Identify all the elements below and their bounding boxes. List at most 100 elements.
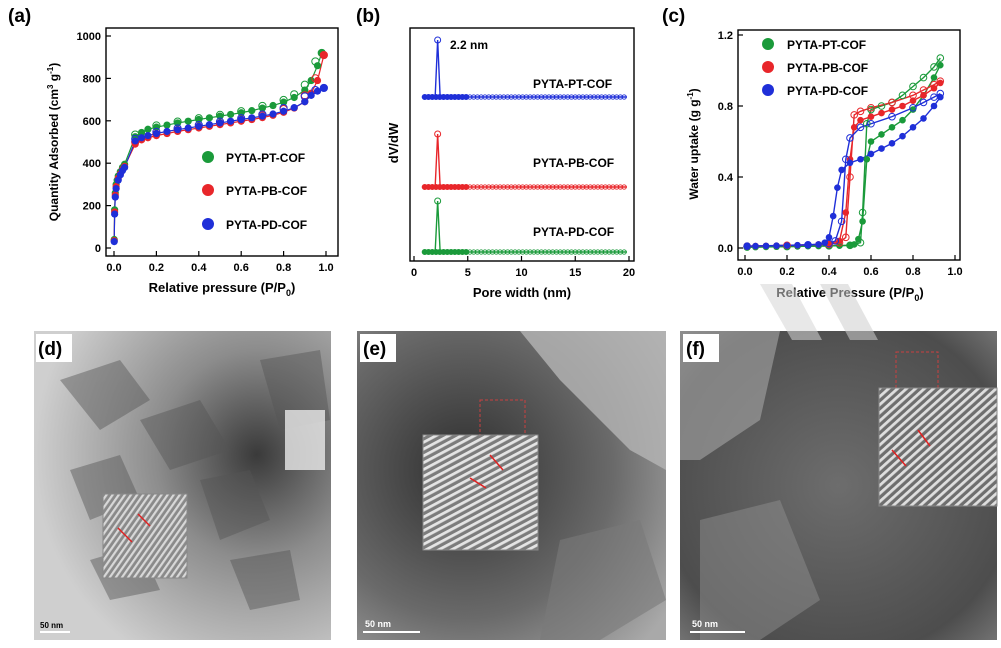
chart-b-point-pt — [557, 249, 563, 255]
chart-b-point-pb — [504, 184, 511, 190]
chart-b-point-pt — [553, 249, 560, 255]
chart-b-xtick-label: 0 — [411, 267, 417, 279]
chart-b-point-pt — [486, 249, 492, 255]
chart-a-ytick-label: 1000 — [77, 31, 101, 43]
chart-a-desorption-point-pd — [319, 83, 328, 93]
lattice-marker-d — [117, 513, 151, 543]
chart-a-desorption-point-pd — [215, 117, 225, 126]
chart-b-point-pd — [546, 94, 552, 100]
chart-b-point-pd — [565, 94, 571, 100]
chart-c-desorption-point-pd — [919, 98, 928, 107]
chart-a-nitrogen-isotherm: 0.0 0.2 0.4 0.6 0.8 1.0 0 200 400 600 800 1000 Rela… — [46, 27, 339, 298]
chart-a-point-pd — [152, 129, 160, 138]
chart-a-desorption-point-pt — [290, 90, 299, 99]
chart-b-point-pb — [617, 184, 624, 190]
chart-b-point-pb — [463, 183, 470, 191]
chart-b-xtick-label: 15 — [569, 267, 581, 279]
chart-b-point-pd — [621, 94, 627, 100]
chart-b-point-pb — [591, 184, 597, 190]
chart-b-point-pb — [538, 184, 545, 190]
tem-lighter-region-f — [680, 331, 780, 460]
chart-c-desorption-point-pb — [930, 80, 938, 89]
chart-a-legend-label-pb: PYTA-PB-COF — [226, 184, 307, 198]
chart-b-point-pb — [610, 184, 616, 190]
chart-b-point-pd — [587, 94, 593, 100]
chart-a-point-pt — [248, 107, 256, 115]
chart-a-desorption-point-pt — [300, 80, 309, 89]
chart-c-point-pb — [867, 113, 875, 120]
chart-b-point-pb — [497, 184, 503, 190]
chart-b-point-pb — [512, 184, 518, 190]
chart-c-desorption-point-pt — [930, 63, 938, 71]
chart-a-point-pd — [144, 132, 152, 140]
panel-label-c: (c) — [662, 6, 685, 27]
chart-a-desorption-point-pd — [279, 103, 288, 113]
chart-b-point-pd — [617, 94, 624, 100]
scale-bar-text-f: 50 nm — [692, 619, 718, 629]
chart-b-point-pb — [606, 184, 612, 190]
chart-b-point-pd — [598, 94, 605, 100]
chart-c-point-pb — [850, 124, 858, 131]
chart-b-point-pb — [534, 184, 541, 190]
chart-a-desorption-point-pt — [152, 121, 161, 130]
chart-a-xtick-label: 0.0 — [106, 262, 121, 274]
chart-a-point-pd — [112, 185, 120, 193]
chart-c-desorption-point-pd — [888, 112, 896, 121]
chart-c-point-pd — [829, 212, 837, 220]
chart-b-point-pt — [565, 249, 571, 255]
chart-b-point-pt — [501, 249, 507, 255]
chart-c-ylabel: Water uptake (g g-1) — [686, 88, 701, 199]
chart-a-point-pd — [320, 84, 328, 92]
chart-b-point-pb — [621, 184, 627, 190]
chart-c-desorption-point-pb — [856, 107, 865, 116]
chart-a-desorption-point-pd — [237, 114, 246, 123]
chart-b-point-pb — [542, 184, 548, 190]
chart-c-desorption-point-pt — [858, 208, 867, 217]
chart-b-point-pb — [580, 184, 586, 190]
chart-b-point-pt — [606, 249, 612, 255]
chart-c-point-pd — [783, 242, 791, 249]
chart-a-point-pd — [307, 91, 315, 99]
chart-b-point-pd — [482, 94, 488, 100]
chart-c-point-pd — [773, 242, 780, 249]
chart-c-water-isotherm: 0.0 0.2 0.4 0.6 0.8 1.00.00.40.81.2 Relative … — [686, 29, 963, 303]
chart-c-point-pd — [930, 102, 938, 110]
chart-a-ylabel: Quantity Adsorbed (cm3 g-1) — [46, 63, 61, 221]
chart-b-point-pb — [576, 184, 582, 190]
chart-c-point-pd — [815, 241, 822, 248]
chart-a-xtick-label: 0.6 — [234, 262, 249, 274]
chart-b-point-pb — [478, 184, 484, 190]
chart-b-point-pb — [613, 184, 620, 190]
chart-b-point-pd — [550, 94, 556, 100]
tem-panel-e: (e) 50 nm — [357, 331, 666, 640]
chart-c-desorption-point-pb — [842, 233, 850, 242]
chart-a-point-pt — [163, 121, 171, 129]
chart-c-desorption-point-pd — [804, 241, 812, 249]
chart-a-desorption-point-pd — [173, 124, 182, 133]
chart-b-point-pt — [583, 249, 590, 255]
chart-b-point-pd — [519, 94, 526, 100]
chart-c-desorption-point-pb — [888, 98, 896, 107]
chart-b-peak-point-pt — [434, 197, 442, 205]
chart-b-point-pb — [598, 184, 605, 190]
chart-b-point-pt — [546, 249, 552, 255]
chart-b-xlabel: Pore width (nm) — [473, 285, 571, 300]
chart-c-desorption-point-pt — [846, 241, 854, 250]
chart-b-point-pd — [542, 94, 548, 100]
chart-b-point-pd — [478, 94, 484, 100]
scale-bar-text-d: 50 nm — [40, 621, 63, 630]
chart-c-point-pt — [930, 74, 938, 81]
chart-b-point-pd — [553, 94, 560, 100]
chart-c-xtick-label: 0.6 — [863, 266, 878, 278]
chart-b-point-pd — [531, 94, 537, 100]
chart-b-point-pt — [489, 249, 496, 255]
chart-b-point-pt — [478, 249, 484, 255]
chart-b-point-pd — [610, 94, 616, 100]
chart-c-desorption-point-pd — [846, 134, 854, 142]
chart-b-point-pd — [504, 94, 511, 100]
chart-b-point-pd — [512, 94, 518, 100]
chart-c-desorption-point-pb — [919, 86, 928, 94]
chart-c-point-pb — [920, 92, 927, 99]
chart-c-desorption-point-pd — [936, 89, 945, 98]
tem-grain-e — [540, 520, 666, 640]
